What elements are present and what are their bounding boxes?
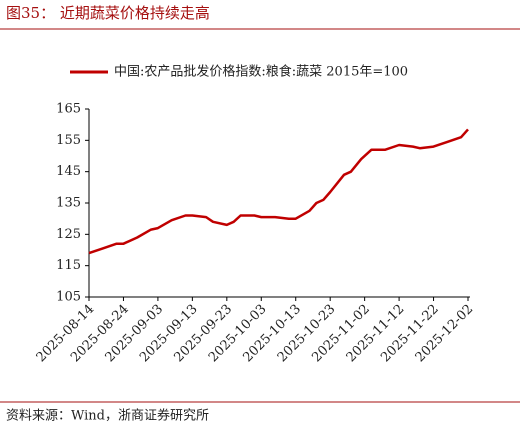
- y-tick-label: 165: [56, 102, 81, 117]
- series-line: [88, 128, 469, 255]
- legend-label: 中国:农产品批发价格指数:粮食:蔬菜 2015年=100: [114, 64, 408, 80]
- y-tick-label: 105: [56, 290, 81, 305]
- y-tick-label: 155: [56, 133, 81, 148]
- chart-title: 图35： 近期蔬菜价格持续走高: [6, 4, 210, 22]
- y-tick-label: 115: [56, 258, 81, 273]
- source-note: 资料来源：Wind，浙商证券研究所: [6, 408, 209, 424]
- y-tick-label: 135: [56, 196, 81, 211]
- y-tick-label: 125: [56, 227, 81, 242]
- y-tick-label: 145: [56, 164, 81, 179]
